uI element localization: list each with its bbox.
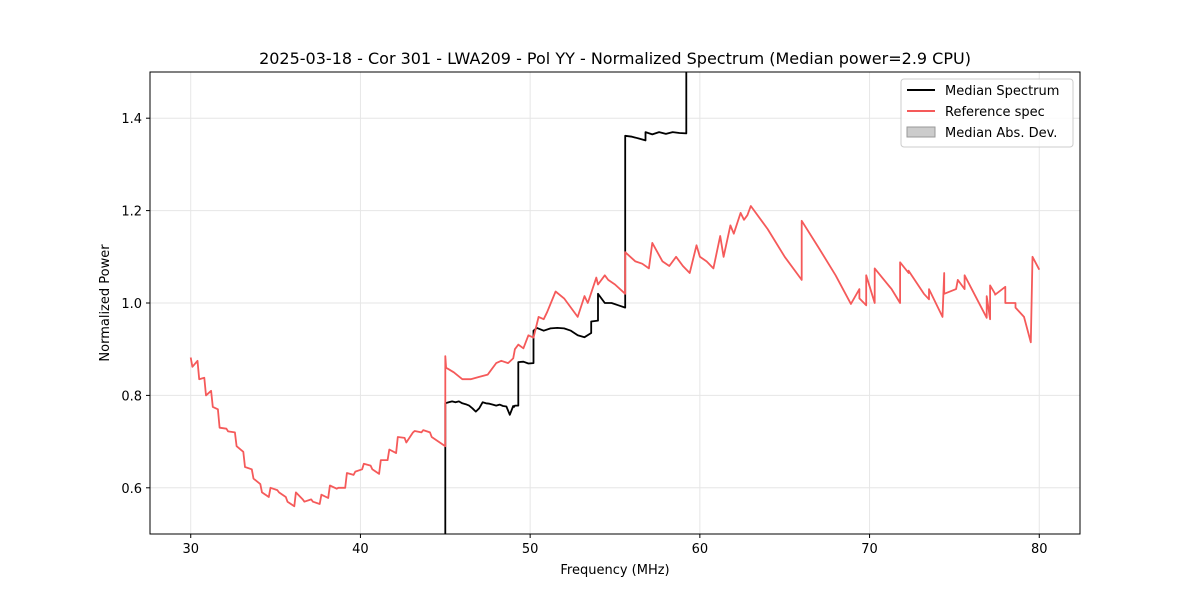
x-tick-label: 60	[692, 542, 709, 557]
series-line-reference-spec	[189, 205, 1041, 508]
x-tick-label: 30	[182, 542, 199, 557]
x-tick-label: 50	[522, 542, 539, 557]
y-tick-label: 0.6	[121, 482, 142, 497]
legend-median-abs-dev: Median Abs. Dev.	[945, 126, 1057, 141]
series-line-median-spectrum	[444, 72, 688, 534]
x-tick-label: 70	[861, 542, 878, 557]
y-axis-label: Normalized Power	[98, 244, 113, 362]
chart-title: 2025-03-18 - Cor 301 - LWA209 - Pol YY -…	[259, 49, 971, 68]
y-tick-label: 1.0	[121, 297, 142, 312]
legend-median-spectrum: Median Spectrum	[945, 84, 1059, 99]
y-tick-label: 1.4	[121, 112, 142, 127]
legend-box	[900, 78, 1074, 148]
legend-reference-spec: Reference spec	[945, 105, 1045, 120]
x-axis-label: Frequency (MHz)	[560, 563, 669, 578]
legend: Median Spectrum Reference spec Median Ab…	[900, 78, 1074, 148]
x-axis: 30 40 50 60 70 80	[182, 534, 1048, 557]
legend-mad-swatch	[906, 126, 936, 138]
x-tick-label: 40	[352, 542, 369, 557]
y-tick-label: 1.2	[121, 205, 142, 220]
series-layer	[189, 72, 1041, 534]
y-axis: 0.6 0.8 1.0 1.2 1.4	[121, 112, 150, 497]
y-tick-label: 0.8	[121, 389, 142, 404]
x-tick-label: 80	[1031, 542, 1048, 557]
